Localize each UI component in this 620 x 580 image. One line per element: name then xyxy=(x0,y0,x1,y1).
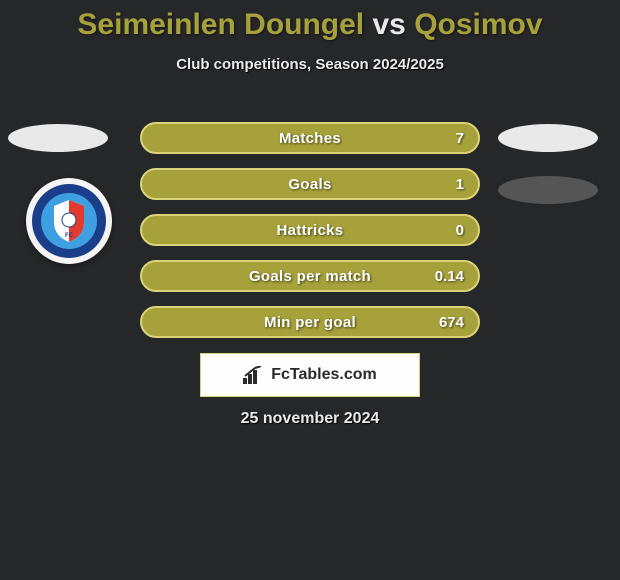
comparison-title: Seimeinlen Doungel vs Qosimov xyxy=(0,0,620,42)
stat-label: Matches xyxy=(279,130,341,147)
stat-label: Hattricks xyxy=(277,222,344,239)
site-logo-box: FcTables.com xyxy=(200,353,420,397)
stat-value: 0.14 xyxy=(435,268,464,285)
stats-bars: Matches 7 Goals 1 Hattricks 0 Goals per match 0… xyxy=(140,122,480,352)
player2-name: Qosimov xyxy=(414,8,542,41)
club-badge: FC xyxy=(26,178,112,264)
player1-name: Seimeinlen Doungel xyxy=(77,8,364,41)
subtitle: Club competitions, Season 2024/2025 xyxy=(0,56,620,73)
player2-placeholder-oval-1 xyxy=(498,124,598,152)
stat-value: 7 xyxy=(456,130,464,147)
stat-row: Hattricks 0 xyxy=(140,214,480,246)
club-badge-icon: FC xyxy=(30,182,108,260)
vs-text: vs xyxy=(372,8,405,41)
date-text: 25 november 2024 xyxy=(0,410,620,428)
site-logo-text: FcTables.com xyxy=(271,366,377,384)
stat-label: Goals per match xyxy=(249,268,371,285)
chart-icon xyxy=(243,366,265,384)
stat-value: 1 xyxy=(456,176,464,193)
stat-row: Matches 7 xyxy=(140,122,480,154)
stat-value: 674 xyxy=(439,314,464,331)
player2-placeholder-oval-2 xyxy=(498,176,598,204)
stat-label: Goals xyxy=(288,176,331,193)
stat-row: Goals 1 xyxy=(140,168,480,200)
stat-row: Min per goal 674 xyxy=(140,306,480,338)
stat-value: 0 xyxy=(456,222,464,239)
svg-text:FC: FC xyxy=(65,233,74,239)
stat-row: Goals per match 0.14 xyxy=(140,260,480,292)
stat-label: Min per goal xyxy=(264,314,356,331)
player1-placeholder-oval xyxy=(8,124,108,152)
